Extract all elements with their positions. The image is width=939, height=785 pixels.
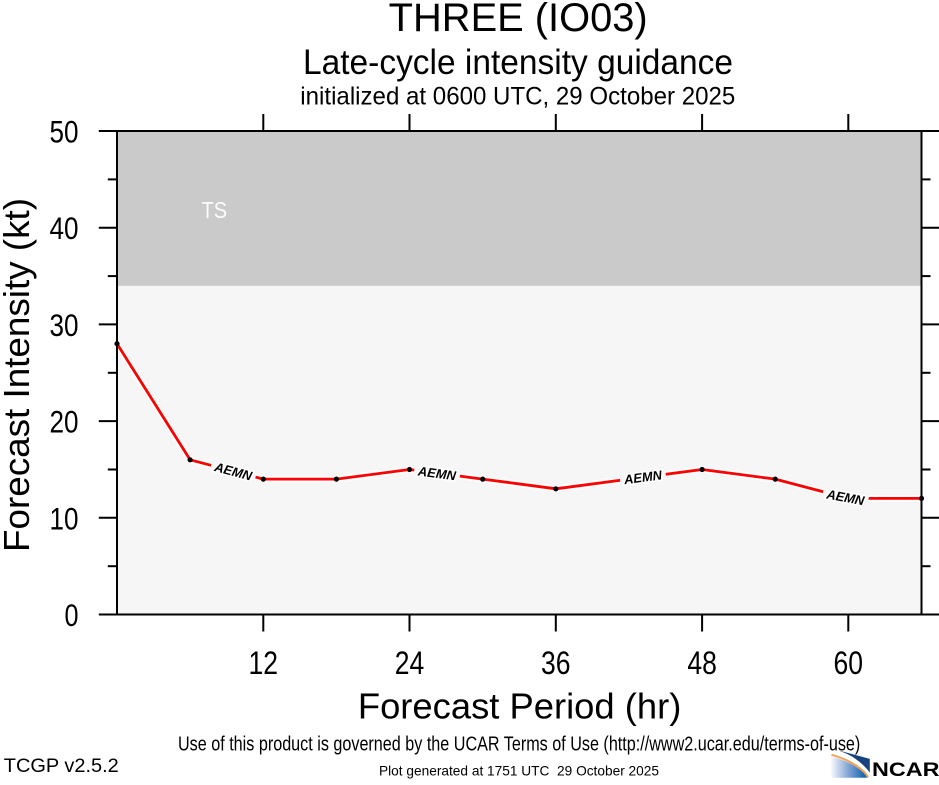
svg-text:TCGP v2.5.2: TCGP v2.5.2	[4, 756, 119, 777]
svg-text:AEMN: AEMN	[622, 467, 663, 487]
svg-text:initialized at 0600 UTC, 29 Oc: initialized at 0600 UTC, 29 October 2025	[300, 83, 735, 111]
svg-text:12: 12	[249, 645, 279, 681]
svg-text:30: 30	[50, 307, 79, 343]
svg-text:60: 60	[834, 645, 864, 681]
svg-text:Late-cycle intensity guidance: Late-cycle intensity guidance	[303, 43, 733, 82]
svg-text:Forecast Intensity (kt): Forecast Intensity (kt)	[0, 198, 37, 552]
svg-text:Use of this product is governe: Use of this product is governed by the U…	[178, 734, 860, 756]
svg-text:50: 50	[50, 114, 79, 150]
svg-text:Forecast Period (hr): Forecast Period (hr)	[358, 686, 682, 727]
svg-text:TS: TS	[202, 197, 228, 223]
svg-text:Plot generated at 1751 UTC 29: Plot generated at 1751 UTC 29 October 20…	[379, 763, 659, 779]
svg-text:10: 10	[50, 500, 79, 536]
svg-text:48: 48	[687, 645, 717, 681]
svg-text:THREE (IO03): THREE (IO03)	[389, 0, 648, 40]
svg-text:24: 24	[395, 645, 425, 681]
svg-text:20: 20	[50, 404, 79, 440]
svg-text:36: 36	[541, 645, 571, 681]
svg-text:AEMN: AEMN	[416, 463, 457, 483]
svg-text:40: 40	[50, 210, 79, 246]
svg-text:0: 0	[65, 597, 79, 633]
svg-text:NCAR: NCAR	[872, 759, 939, 780]
